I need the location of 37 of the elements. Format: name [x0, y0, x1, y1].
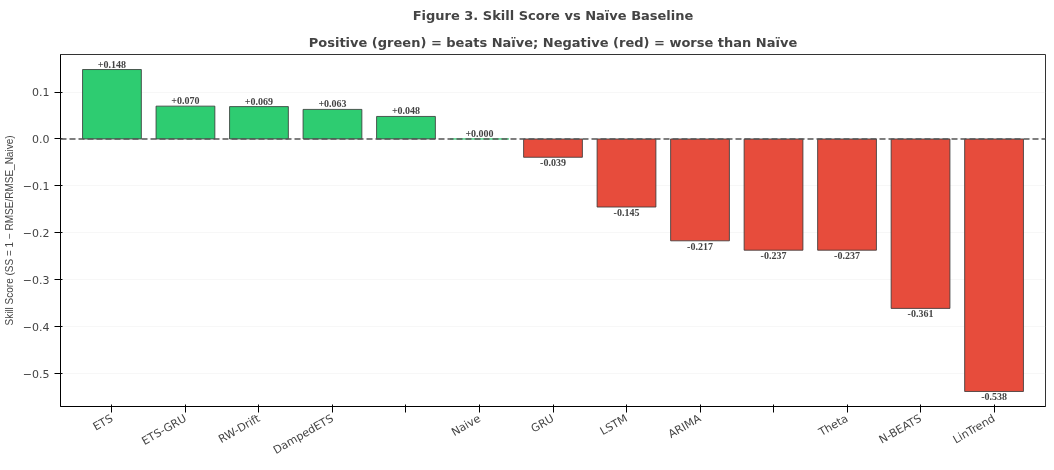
data-label: +0.069: [244, 95, 274, 107]
x-tick-label: GRU: [528, 411, 557, 436]
y-tick-label: −0.2: [22, 226, 50, 240]
data-label: -0.145: [613, 207, 640, 219]
y-tick-label: −0.3: [22, 273, 50, 287]
y-tick-label: 0.0: [32, 132, 50, 146]
data-label: +0.048: [391, 105, 421, 117]
data-label: -0.039: [540, 157, 566, 169]
data-label: +0.000: [465, 127, 494, 139]
bar: [670, 138, 730, 242]
data-label: -0.237: [760, 250, 787, 262]
bar: [890, 138, 951, 309]
data-label: +0.063: [318, 98, 347, 110]
bar: [155, 105, 216, 140]
bar: [596, 138, 657, 208]
chart-subtitle: Positive (green) = beats Naïve; Negative (red) = worse than Naïve: [308, 34, 798, 50]
data-label: +0.148: [97, 58, 127, 70]
chart-title: Figure 3. Skill Score vs Naïve Baseline: [412, 7, 694, 23]
data-label: -0.237: [834, 250, 860, 262]
bar: [817, 138, 877, 251]
data-label: -0.361: [907, 308, 934, 320]
x-tick-label: ETS: [90, 411, 116, 434]
data-label: +0.070: [171, 95, 200, 107]
bar: [523, 138, 583, 158]
bar: [743, 138, 804, 251]
bar: [964, 138, 1024, 392]
y-tick-label: 0.1: [32, 86, 50, 100]
y-tick-label: −0.5: [22, 367, 50, 381]
bar: [229, 106, 289, 140]
bar: [302, 109, 363, 140]
data-label: -0.217: [687, 240, 713, 252]
y-axis-title: Skill Score (SS = 1 − RMSE/RMSE_Naive): [3, 135, 15, 326]
bar: [82, 69, 142, 140]
y-tick-label: −0.1: [22, 179, 50, 193]
y-tick-label: −0.4: [22, 320, 50, 334]
bar: [376, 116, 436, 140]
data-label: -0.538: [981, 391, 1007, 403]
